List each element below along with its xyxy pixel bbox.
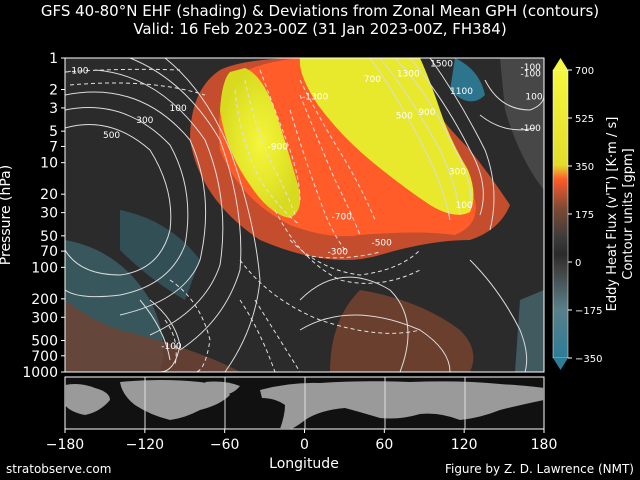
contour-label: 300 — [136, 116, 153, 126]
colorbar-tick-label: 350 — [575, 162, 594, 173]
y-tick-label: 2 — [49, 83, 58, 99]
contour-label: 300 — [449, 168, 466, 178]
x-tick-label: 60 — [375, 437, 393, 453]
contour-label: -100 — [520, 69, 541, 79]
y-tick-label: 7 — [49, 139, 58, 155]
y-tick-label: 700 — [31, 349, 58, 365]
x-tick-label: −120 — [126, 437, 164, 453]
colorbar-label-line1: Eddy Heat Flux (v'T') [K·m / s] — [605, 117, 620, 312]
y-tick-label: 5 — [49, 124, 58, 140]
colorbar-tick-label: −350 — [575, 354, 602, 365]
y-axis-label: Pressure (hPa) — [0, 165, 14, 265]
colorbar-tick-label: 525 — [575, 114, 594, 125]
contour-label: -100 — [520, 63, 541, 73]
y-tick-label: 10 — [40, 156, 58, 172]
contour-label: 900 — [418, 108, 435, 118]
contour-labels: -100 100 300 500 -900 -1300 700 1300 1500 1100 900… — [68, 59, 543, 351]
y-tick-label: 20 — [40, 187, 58, 203]
y-tick-label: 300 — [31, 310, 58, 326]
y-tick-label: 1000 — [22, 365, 58, 381]
x-tick-label: 120 — [451, 437, 478, 453]
y-tick-label: 1 — [49, 51, 58, 67]
y-tick-label: 500 — [31, 333, 58, 349]
gph-contours — [65, 58, 544, 372]
footer-source: stratobserve.com — [6, 462, 112, 476]
x-tick-label: 0 — [300, 437, 309, 453]
map-strip — [64, 376, 545, 430]
negative-contours — [65, 68, 421, 372]
contour-label: -900 — [268, 143, 289, 153]
y-tick-label: 200 — [31, 292, 58, 308]
y-tick-label: 70 — [40, 244, 58, 260]
contour-label: 500 — [396, 112, 413, 122]
contour-label: -100 — [68, 66, 89, 76]
contour-label: -700 — [332, 213, 353, 223]
contour-label: 100 — [170, 104, 187, 114]
contour-label: 1500 — [430, 59, 453, 69]
colorbar-tick-label: 175 — [575, 210, 594, 221]
footer-credit: Figure by Z. D. Lawrence (NMT) — [444, 462, 634, 476]
x-axis-label: Longitude — [269, 456, 339, 472]
colorbar-tick-label: −175 — [575, 306, 602, 317]
x-tick-label: −60 — [210, 437, 240, 453]
contour-label: -300 — [328, 247, 349, 257]
chart-title-line1: GFS 40-80°N EHF (shading) & Deviations f… — [40, 2, 600, 20]
colorbar: −350 −175 0 175 350 525 700 Eddy Heat Flux (v'… — [552, 58, 636, 370]
contour-label: -100 — [161, 342, 182, 352]
contour-label: 1100 — [450, 87, 473, 97]
contour-label: 1300 — [397, 69, 420, 79]
x-tick-label: −180 — [46, 437, 84, 453]
contour-label: 500 — [103, 131, 120, 141]
colorbar-label-line2: Contour units [gpm] — [621, 148, 636, 279]
y-tick-label: 30 — [40, 206, 58, 222]
y-tick-label: 3 — [49, 101, 58, 117]
y-tick-label: 50 — [40, 229, 58, 245]
colorbar-tick-label: 700 — [575, 66, 594, 77]
contour-label: 700 — [364, 75, 381, 85]
y-tick-label: 100 — [31, 260, 58, 276]
contour-label: -1300 — [302, 93, 328, 103]
contour-label: -100 — [520, 124, 541, 134]
colorbar-tick-label: 0 — [575, 258, 581, 269]
chart-title-line2: Valid: 16 Feb 2023-00Z (31 Jan 2023-00Z,… — [133, 20, 507, 38]
contour-label: 100 — [525, 93, 542, 103]
contour-label: -500 — [371, 239, 392, 249]
contour-label: 100 — [456, 201, 473, 211]
x-tick-label: 180 — [531, 437, 558, 453]
x-axis: −180 −120 −60 0 60 120 180 — [46, 429, 558, 453]
plot-frame — [64, 57, 545, 373]
